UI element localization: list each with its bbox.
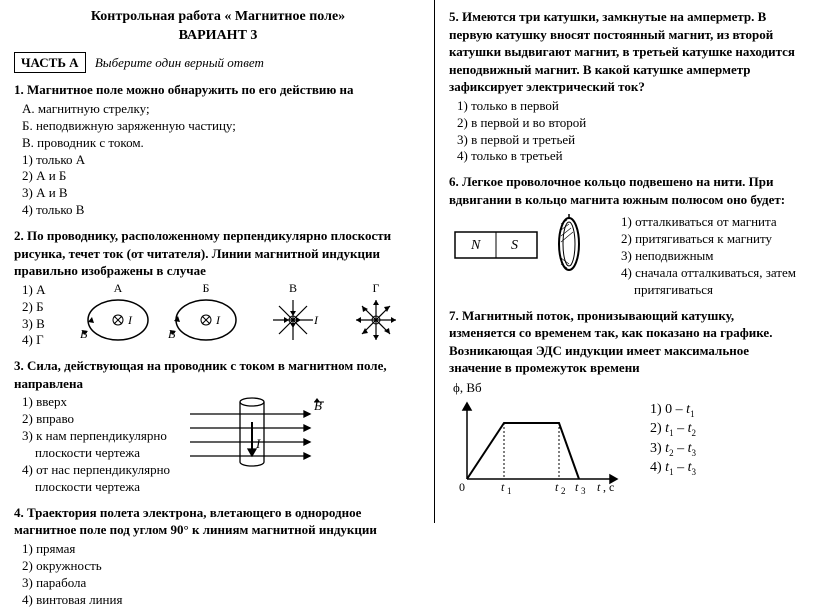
svg-text:N: N [470, 238, 481, 253]
q1-a: А. магнитную стрелку; [22, 101, 422, 118]
svg-text:3: 3 [581, 486, 586, 496]
variant-label: ВАРИАНТ 3 [14, 27, 422, 46]
q4-o3: 3) парабола [22, 575, 422, 592]
svg-text:, с: , с [603, 480, 614, 494]
q6-row: N S 1) отталкиваться от магнита 2) притя… [449, 214, 804, 298]
instruction: Выберите один верный ответ [95, 55, 264, 70]
q7-stem: Магнитный поток, пронизывающий катушку, … [449, 308, 772, 376]
q1-num: 1. [14, 82, 24, 97]
q3-num: 3. [14, 358, 24, 373]
part-label: ЧАСТЬ А [14, 52, 86, 74]
q6-o1: 1) отталкиваться от магнита [621, 214, 796, 231]
svg-text:t: t [501, 480, 505, 494]
q5: 5. Имеются три катушки, замкнутые на амп… [449, 8, 804, 96]
svg-text:0: 0 [459, 480, 465, 494]
q2-o2: 2) Б [22, 299, 62, 316]
svg-text:t: t [555, 480, 559, 494]
q7-ylabel: ϕ, Вб [453, 379, 804, 397]
q1-o1: 1) только А [22, 152, 422, 169]
q6-diagram: N S [449, 214, 599, 274]
doc-title: Контрольная работа « Магнитное поле» [14, 8, 422, 27]
svg-text:Г: Г [373, 282, 380, 295]
q6-o4b: притягиваться [621, 282, 796, 299]
q2-o4: 4) Г [22, 332, 62, 349]
q6-num: 6. [449, 174, 459, 189]
q7-opts: 1) 0 – t1 2) t1 – t2 3) t2 – t3 4) t1 – … [650, 401, 696, 496]
q1-c: В. проводник с током. [22, 135, 422, 152]
svg-text:I: I [127, 313, 133, 327]
svg-text:I: I [215, 313, 221, 327]
q3-opts: 1) вверх 2) вправо 3) к нам перпендикуля… [22, 394, 170, 495]
q1-o2: 2) А и Б [22, 168, 422, 185]
q3-o3: 3) к нам перпендикулярно [22, 428, 170, 445]
svg-text:Б: Б [203, 282, 210, 295]
q6-o2: 2) притягиваться к магниту [621, 231, 796, 248]
q3-o2: 2) вправо [22, 411, 170, 428]
q3-row: 1) вверх 2) вправо 3) к нам перпендикуля… [14, 394, 422, 495]
q5-o4: 4) только в третьей [457, 148, 804, 165]
q3-stem: Сила, действующая на проводник с током в… [14, 358, 387, 391]
q5-o1: 1) только в первой [457, 98, 804, 115]
q7-diagram: 0 t1 t2 t3 t, с [449, 401, 624, 496]
q2-opts: 1) А 2) Б 3) В 4) Г [22, 282, 62, 350]
q2-row: 1) А 2) Б 3) В 4) Г А I B Б I [14, 282, 422, 350]
q5-o2: 2) в первой и во второй [457, 115, 804, 132]
q3-diagram: I B [180, 394, 330, 472]
svg-text:1: 1 [507, 486, 512, 496]
q5-stem: Имеются три катушки, замкнутые на амперм… [449, 9, 795, 94]
q4-opts: 1) прямая 2) окружность 3) парабола 4) в… [22, 541, 422, 608]
svg-text:S: S [511, 238, 518, 253]
svg-text:I: I [255, 436, 261, 451]
q7-o2: 2) t1 – t2 [650, 420, 696, 439]
q4: 4. Траектория полета электрона, влетающе… [14, 504, 422, 539]
q6-o4: 4) сначала отталкиваться, затем [621, 265, 796, 282]
q3-o3b: плоскости чертежа [22, 445, 170, 462]
q1-o3: 3) А и В [22, 185, 422, 202]
q5-o3: 3) в первой и третьей [457, 132, 804, 149]
svg-text:I: I [313, 313, 319, 327]
q6: 6. Легкое проволочное кольцо подвешено н… [449, 173, 804, 208]
svg-text:t: t [597, 480, 601, 494]
q4-stem: Траектория полета электрона, влетающего … [14, 505, 377, 538]
q1-o4: 4) только В [22, 202, 422, 219]
q3: 3. Сила, действующая на проводник с токо… [14, 357, 422, 392]
q3-o1: 1) вверх [22, 394, 170, 411]
q7-o4: 4) t1 – t3 [650, 459, 696, 478]
q2-stem: По проводнику, расположенному перпендику… [14, 228, 391, 278]
q7-o1: 1) 0 – t1 [650, 401, 696, 420]
q7-o3: 3) t2 – t3 [650, 440, 696, 459]
q7-num: 7. [449, 308, 459, 323]
q3-o4b: плоскости чертежа [22, 479, 170, 496]
q2-label-a: А [114, 282, 123, 295]
q5-opts: 1) только в первой 2) в первой и во втор… [457, 98, 804, 166]
q3-o4: 4) от нас перпендикулярно [22, 462, 170, 479]
q2: 2. По проводнику, расположенному перпенд… [14, 227, 422, 280]
q6-opts: 1) отталкиваться от магнита 2) притягива… [621, 214, 796, 298]
q7: 7. Магнитный поток, пронизывающий катушк… [449, 307, 804, 377]
q2-num: 2. [14, 228, 24, 243]
part-row: ЧАСТЬ А Выберите один верный ответ [14, 52, 422, 74]
q1-b: Б. неподвижную заряженную частицу; [22, 118, 422, 135]
q1: 1. Магнитное поле можно обнаружить по ег… [14, 81, 422, 99]
q4-o4: 4) винтовая линия [22, 592, 422, 608]
q1-opts: А. магнитную стрелку; Б. неподвижную зар… [22, 101, 422, 219]
q4-num: 4. [14, 505, 24, 520]
svg-text:t: t [575, 480, 579, 494]
q6-o3: 3) неподвижным [621, 248, 796, 265]
q2-o3: 3) В [22, 316, 62, 333]
q5-num: 5. [449, 9, 459, 24]
q4-o2: 2) окружность [22, 558, 422, 575]
q1-stem: Магнитное поле можно обнаружить по его д… [27, 82, 354, 97]
q2-o1: 1) А [22, 282, 62, 299]
svg-text:В: В [289, 282, 297, 295]
q6-stem: Легкое проволочное кольцо подвешено на н… [449, 174, 785, 207]
q2-diagram: А I B Б I B В [68, 282, 413, 348]
q7-row: 0 t1 t2 t3 t, с 1) 0 – t1 2) t1 – t2 3) … [449, 401, 804, 496]
svg-text:2: 2 [561, 486, 566, 496]
q4-o1: 1) прямая [22, 541, 422, 558]
